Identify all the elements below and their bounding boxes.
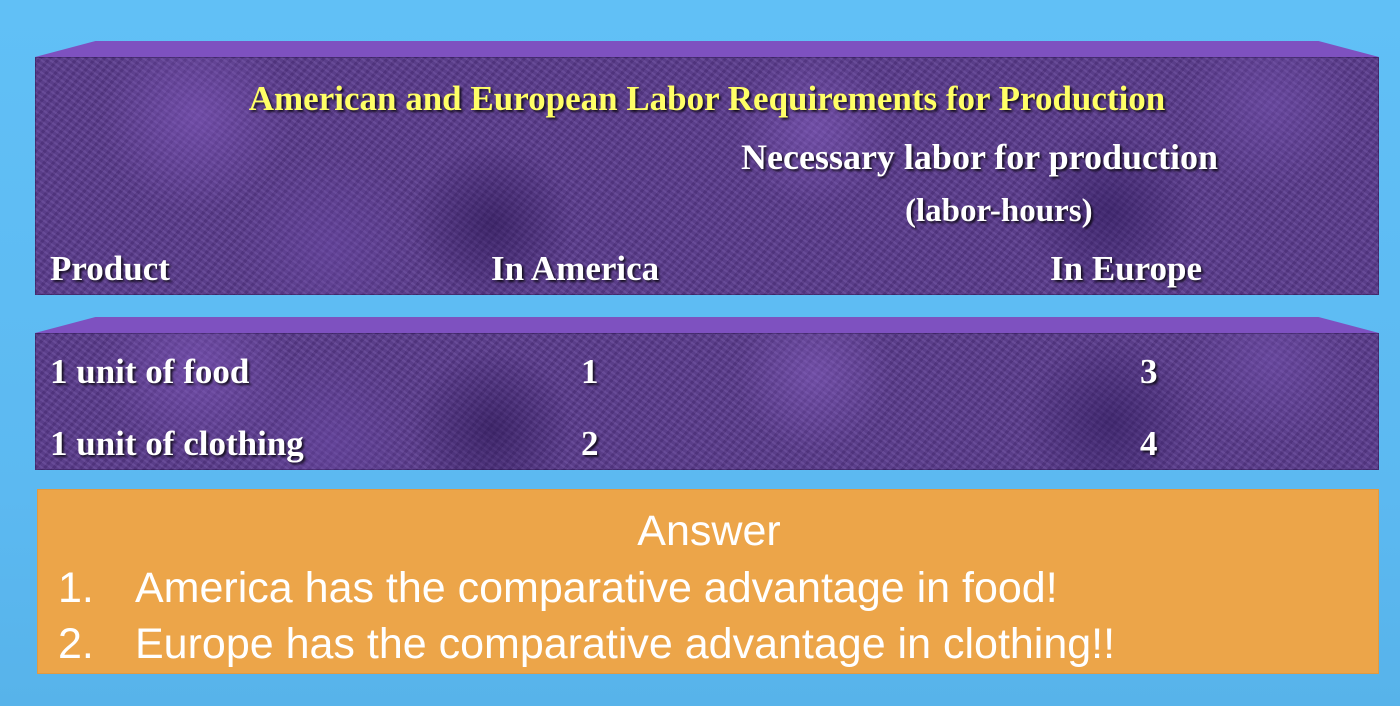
- answer-box: Answer 1. America has the comparative ad…: [37, 489, 1379, 674]
- body-panel: 1 unit of food 1 3 1 unit of clothing 2 …: [35, 333, 1379, 470]
- column-header-europe: In Europe: [1050, 249, 1203, 288]
- answer-item-text: Europe has the comparative advantage in …: [135, 620, 1116, 668]
- answer-item-number: 1.: [58, 564, 94, 612]
- column-group-unit: (labor-hours): [905, 193, 1093, 229]
- row-europe-value: 3: [1140, 352, 1158, 391]
- column-group-label: Necessary labor for production: [741, 137, 1218, 177]
- header-panel-bevel: [35, 41, 1379, 57]
- answer-item-number: 2.: [58, 620, 94, 668]
- column-header-product: Product: [50, 249, 170, 288]
- row-america-value: 1: [581, 352, 599, 391]
- answer-item-text: America has the comparative advantage in…: [135, 564, 1058, 612]
- header-panel: American and European Labor Requirements…: [35, 57, 1379, 295]
- row-product: 1 unit of clothing: [50, 424, 304, 463]
- table-title: American and European Labor Requirements…: [248, 79, 1166, 118]
- row-america-value: 2: [581, 424, 599, 463]
- row-europe-value: 4: [1140, 424, 1158, 463]
- answer-heading: Answer: [637, 507, 781, 555]
- row-product: 1 unit of food: [50, 352, 250, 391]
- body-panel-bevel: [35, 317, 1379, 333]
- column-header-america: In America: [491, 249, 660, 288]
